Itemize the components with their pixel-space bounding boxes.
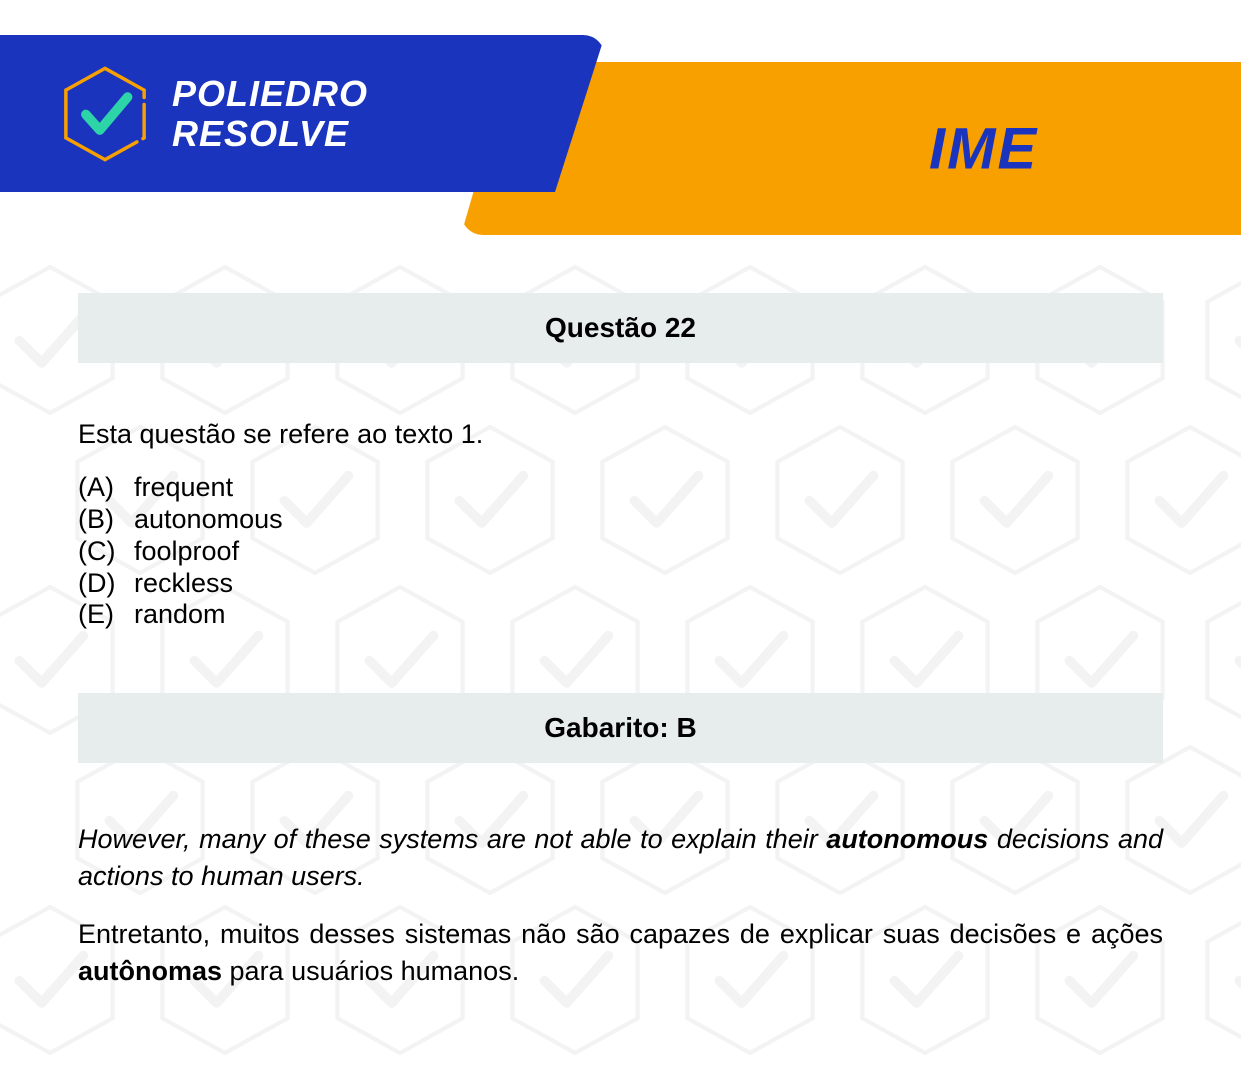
option-a: (A) frequent [78,472,1163,504]
option-c: (C) foolproof [78,536,1163,568]
content-area: Questão 22 Esta questão se refere ao tex… [0,235,1241,989]
option-letter: (C) [78,536,134,568]
header-blue-panel: POLIEDRO RESOLVE [0,35,605,192]
exam-label: IME [929,115,1038,182]
brand-text: POLIEDRO RESOLVE [172,74,368,153]
option-b: (B) autonomous [78,504,1163,536]
option-letter: (A) [78,472,134,504]
option-text: random [134,599,226,631]
brand-line1: POLIEDRO [172,74,368,114]
page-header: IME POLIEDRO RESOLVE [0,0,1241,235]
answer-key-bar: Gabarito: B [78,693,1163,763]
option-text: autonomous [134,504,283,536]
option-text: foolproof [134,536,239,568]
explanation-bold: autonomous [826,824,988,854]
options-list: (A) frequent (B) autonomous (C) foolproo… [78,472,1163,631]
option-letter: (B) [78,504,134,536]
option-text: reckless [134,568,233,600]
option-letter: (D) [78,568,134,600]
explanation-pre: Entretanto, muitos desses sistemas não s… [78,919,1163,949]
explanation-post: para usuários humanos. [222,956,519,986]
explanation-portuguese: Entretanto, muitos desses sistemas não s… [78,916,1163,989]
question-title-bar: Questão 22 [78,293,1163,363]
explanation-pre: However, many of these systems are not a… [78,824,826,854]
option-text: frequent [134,472,233,504]
explanation-english: However, many of these systems are not a… [78,821,1163,894]
brand-line2: RESOLVE [172,114,368,154]
option-d: (D) reckless [78,568,1163,600]
question-stem: Esta questão se refere ao texto 1. [78,419,1163,450]
poliedro-logo-icon [60,64,150,164]
option-letter: (E) [78,599,134,631]
option-e: (E) random [78,599,1163,631]
explanation-bold: autônomas [78,956,222,986]
